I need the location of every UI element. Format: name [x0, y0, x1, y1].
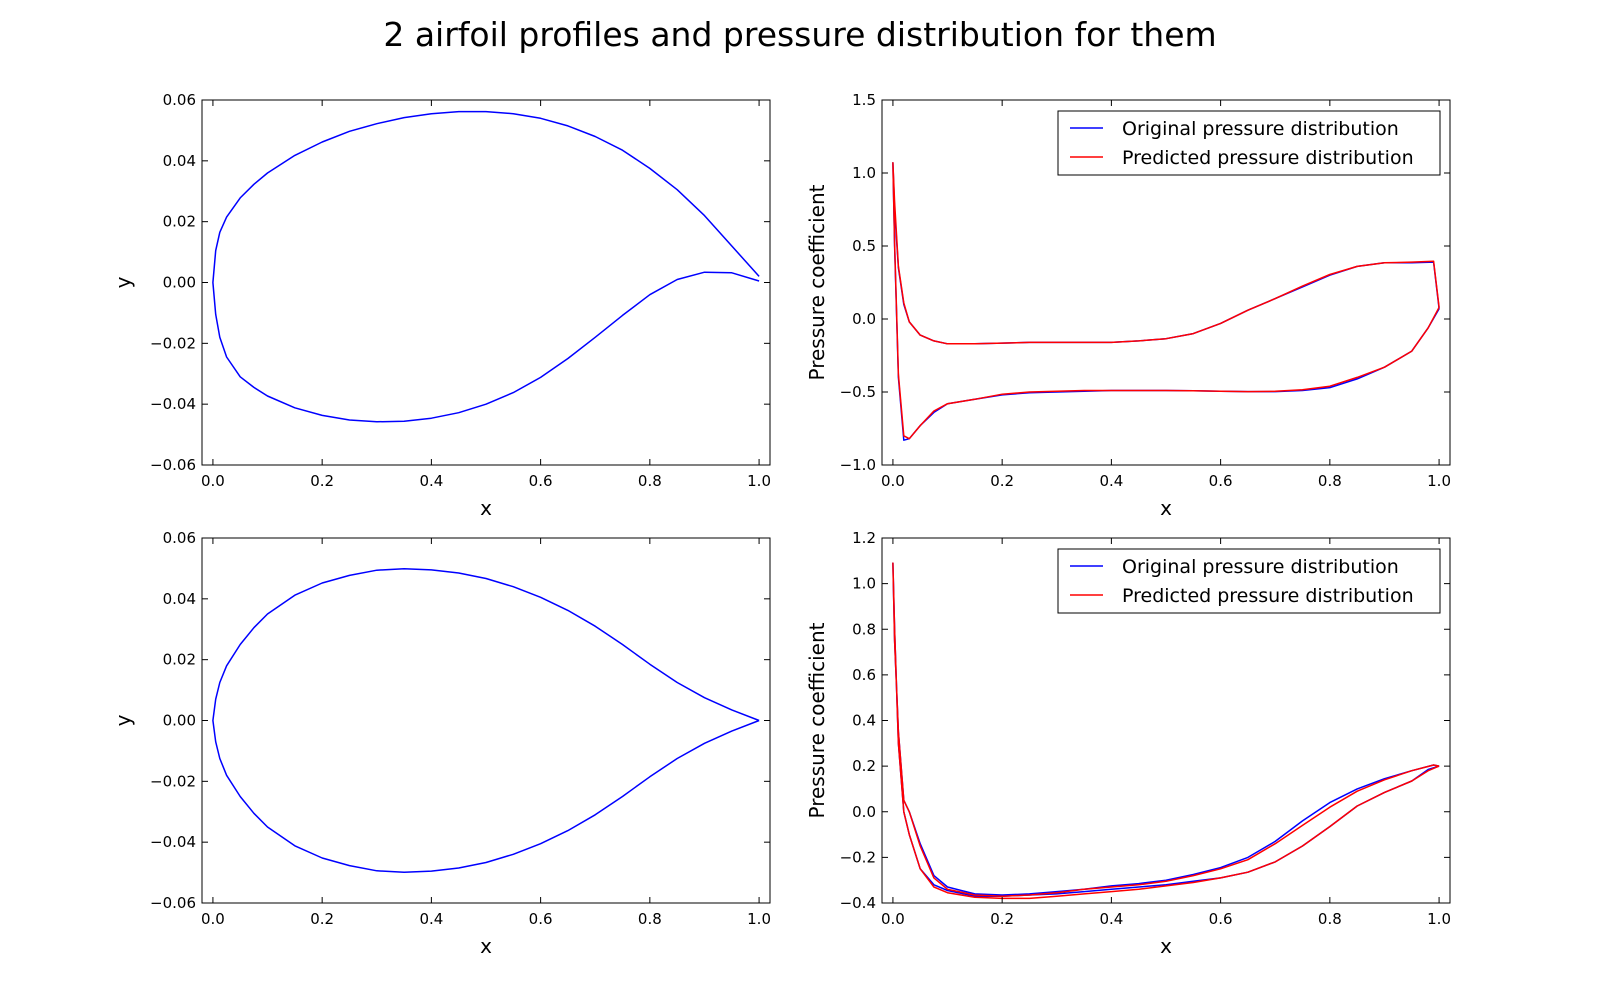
figure-title: 2 airfoil profiles and pressure distribu… [383, 15, 1216, 54]
y-tick-label: −0.04 [150, 833, 196, 851]
x-tick-label: 0.8 [638, 910, 662, 928]
axes-frame [201, 537, 771, 904]
x-tick-label: 0.6 [529, 910, 553, 928]
y-tick-label: −0.04 [150, 395, 196, 413]
y-tick-label: 0.02 [163, 213, 196, 231]
x-tick-label: 0.8 [638, 472, 662, 490]
x-tick-label: 0.4 [419, 910, 443, 928]
y-tick-label: 1.0 [852, 575, 876, 593]
legend-label: Original pressure distribution [1122, 118, 1399, 140]
x-tick-label: 0.0 [201, 472, 225, 490]
x-tick-label: 0.8 [1318, 910, 1342, 928]
legend-label: Predicted pressure distribution [1122, 585, 1414, 607]
legend-box [1057, 548, 1441, 614]
x-tick-label: 0.0 [881, 910, 905, 928]
x-tick-label: 0.6 [529, 472, 553, 490]
y-tick-label: −0.2 [840, 848, 876, 866]
x-tick-label: 1.0 [747, 910, 771, 928]
x-tick-label: 0.6 [1209, 910, 1233, 928]
y-tick-label: 0.5 [852, 237, 876, 255]
legend: Original pressure distribution Predicted … [1057, 110, 1441, 176]
x-tick-label: 0.2 [310, 910, 334, 928]
subplot-3: 0.0 0.2 0.4 0.6 0.8 1.0 −0.06 −0.04 −0.02 0.00 0.0… [111, 529, 771, 958]
series-line-2 [892, 562, 1440, 900]
y-tick-label: −0.06 [150, 456, 196, 474]
x-axis-label: x [480, 934, 492, 958]
y-axis-label: Pressure coefficient [805, 184, 829, 380]
x-tick-label: 0.4 [419, 472, 443, 490]
legend: Original pressure distribution Predicted … [1057, 548, 1441, 614]
x-tick-label: 0.6 [1209, 472, 1233, 490]
y-tick-label: 0.0 [852, 310, 876, 328]
legend-label: Original pressure distribution [1122, 556, 1399, 578]
x-tick-label: 1.0 [747, 472, 771, 490]
y-tick-label: −0.02 [150, 334, 196, 352]
y-tick-label: −1.0 [840, 456, 876, 474]
legend-box [1057, 110, 1441, 176]
x-axis-label: x [1160, 934, 1172, 958]
x-tick-label: 0.8 [1318, 472, 1342, 490]
x-axis-label: x [480, 496, 492, 520]
x-tick-label: 1.0 [1427, 472, 1451, 490]
y-tick-label: 0.6 [852, 666, 876, 684]
series-line-1 [212, 110, 760, 423]
x-tick-label: 0.2 [990, 472, 1014, 490]
subplot-4: 0.0 0.2 0.4 0.6 0.8 1.0 −0.4 −0.2 0.0 0.2 0.4 0.6 0.… [805, 529, 1451, 958]
series-line-1 [212, 567, 760, 874]
y-tick-label: 0.02 [163, 651, 196, 669]
y-tick-label: 0.4 [852, 712, 876, 730]
y-tick-label: −0.02 [150, 772, 196, 790]
x-tick-label: 1.0 [1427, 910, 1451, 928]
x-tick-label: 0.4 [1099, 472, 1123, 490]
x-tick-label: 0.0 [201, 910, 225, 928]
series-line-2 [892, 162, 1440, 440]
subplot-2: 0.0 0.2 0.4 0.6 0.8 1.0 −1.0 −0.5 0.0 0.5 1.0 1.5 x P… [805, 91, 1451, 520]
y-tick-label: 0.06 [163, 529, 196, 547]
y-axis-label: y [111, 714, 135, 726]
y-tick-label: −0.06 [150, 894, 196, 912]
y-tick-label: 0.00 [163, 274, 196, 292]
y-tick-label: 0.04 [163, 590, 196, 608]
y-axis-label: Pressure coefficient [805, 622, 829, 818]
y-tick-label: −0.5 [840, 383, 876, 401]
y-axis-label: y [111, 276, 135, 288]
y-tick-label: 1.2 [852, 529, 876, 547]
y-tick-label: −0.4 [840, 894, 876, 912]
y-tick-label: 0.04 [163, 152, 196, 170]
axes-frame [881, 99, 1451, 466]
y-tick-label: 0.00 [163, 712, 196, 730]
x-tick-label: 0.2 [990, 910, 1014, 928]
x-tick-label: 0.4 [1099, 910, 1123, 928]
y-tick-label: 1.5 [852, 91, 876, 109]
y-tick-label: 0.06 [163, 91, 196, 109]
x-tick-label: 0.0 [881, 472, 905, 490]
y-tick-label: 0.8 [852, 620, 876, 638]
y-tick-label: 0.2 [852, 757, 876, 775]
subplot-1: 0.0 0.2 0.4 0.6 0.8 1.0 −0.06 −0.04 −0.02 0.00 0.0… [111, 91, 771, 520]
legend-label: Predicted pressure distribution [1122, 147, 1414, 169]
y-tick-label: 1.0 [852, 164, 876, 182]
x-tick-label: 0.2 [310, 472, 334, 490]
axes-frame [201, 99, 771, 466]
x-axis-label: x [1160, 496, 1172, 520]
subplots: 0.0 0.2 0.4 0.6 0.8 1.0 −0.06 −0.04 −0.02 0.00 0.0… [111, 91, 1451, 958]
y-tick-label: 0.0 [852, 803, 876, 821]
